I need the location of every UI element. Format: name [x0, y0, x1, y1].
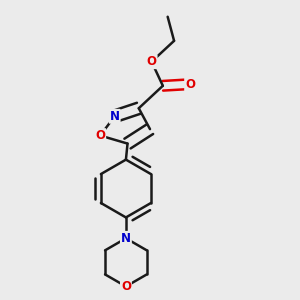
- Text: O: O: [185, 78, 195, 91]
- Text: N: N: [110, 110, 120, 123]
- Text: O: O: [147, 55, 157, 68]
- Text: O: O: [121, 280, 131, 293]
- Text: N: N: [121, 232, 131, 245]
- Text: O: O: [95, 129, 105, 142]
